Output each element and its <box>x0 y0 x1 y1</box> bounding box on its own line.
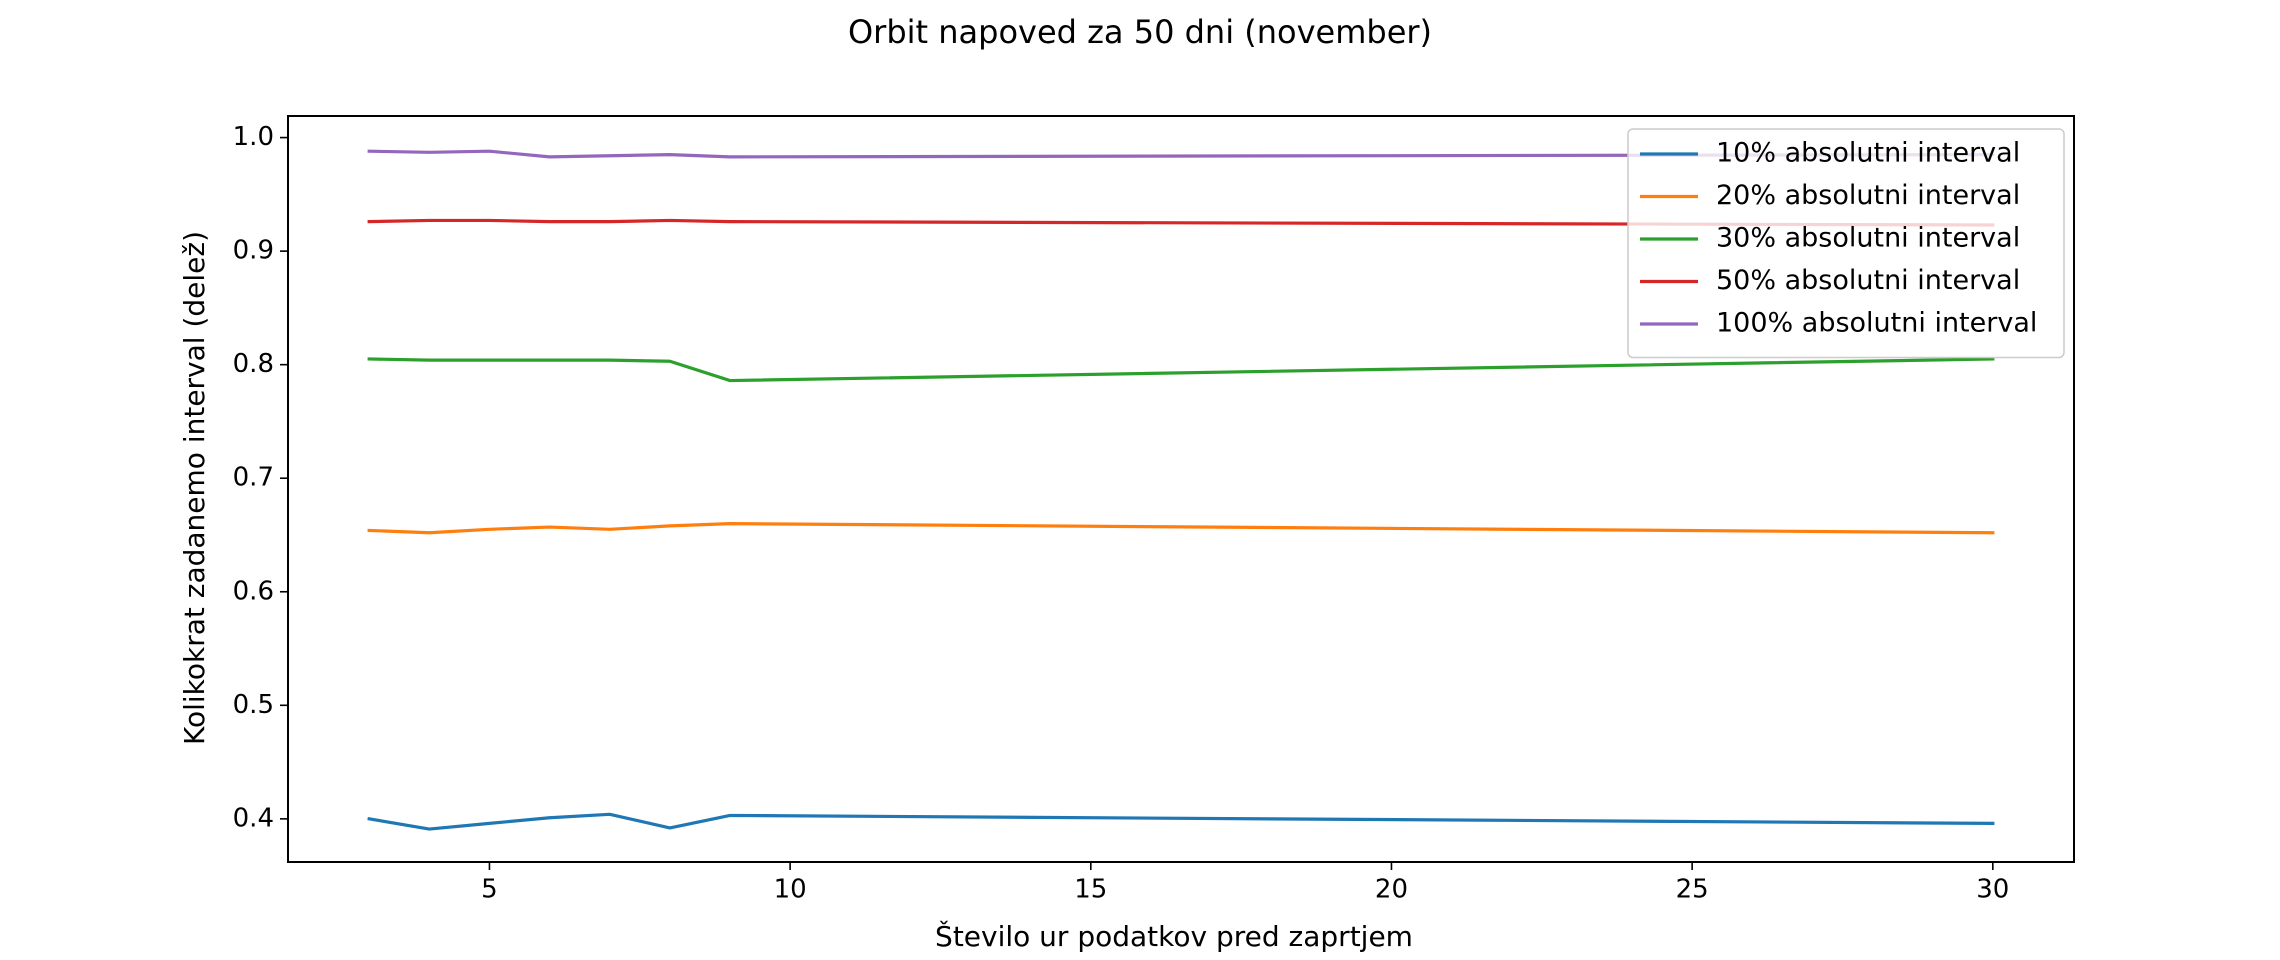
legend-box <box>1627 128 2065 359</box>
plot-area-frame <box>287 115 2075 863</box>
x-tick-label: 30 <box>1976 875 2009 905</box>
series-line-3 <box>367 357 1995 383</box>
legend-label-4: 50% absolutni interval <box>1716 265 2020 296</box>
series-line-2 <box>367 522 1995 535</box>
y-tick-label: 0.9 <box>233 236 274 266</box>
x-tick-label: 5 <box>481 875 498 905</box>
x-tick-label: 25 <box>1676 875 1709 905</box>
legend-label-2: 20% absolutni interval <box>1716 180 2020 211</box>
y-tick-label: 0.7 <box>233 463 274 493</box>
legend-label-1: 10% absolutni interval <box>1716 138 2020 169</box>
y-tick-label: 0.4 <box>233 803 274 833</box>
y-axis-label: Kolikokrat zadanemo interval (delež) <box>178 231 211 745</box>
legend: 10% absolutni interval 20% absolutni inte… <box>1627 128 2065 359</box>
legend-label-3: 30% absolutni interval <box>1716 223 2020 254</box>
x-tick-label: 10 <box>774 875 807 905</box>
chart-title: Orbit napoved za 50 dni (november) <box>848 13 1432 51</box>
y-tick-label: 0.6 <box>233 576 274 606</box>
x-axis-label: Število ur podatkov pred zaprtjem <box>935 919 1413 953</box>
y-tick-label: 1.0 <box>233 122 274 152</box>
series-group <box>367 149 1995 831</box>
y-axis: 0.4 0.5 0.6 0.7 0.8 0.9 1.0 <box>233 122 288 833</box>
series-line-4 <box>367 218 1995 227</box>
x-tick-label: 20 <box>1375 875 1408 905</box>
y-tick-label: 0.5 <box>233 690 274 720</box>
y-tick-label: 0.8 <box>233 349 274 379</box>
x-axis: 5 10 15 20 25 30 <box>481 862 2009 905</box>
series-line-1 <box>367 812 1995 831</box>
x-tick-label: 15 <box>1074 875 1107 905</box>
legend-label-5: 100% absolutni interval <box>1716 308 2037 339</box>
series-line-5 <box>367 149 1995 159</box>
